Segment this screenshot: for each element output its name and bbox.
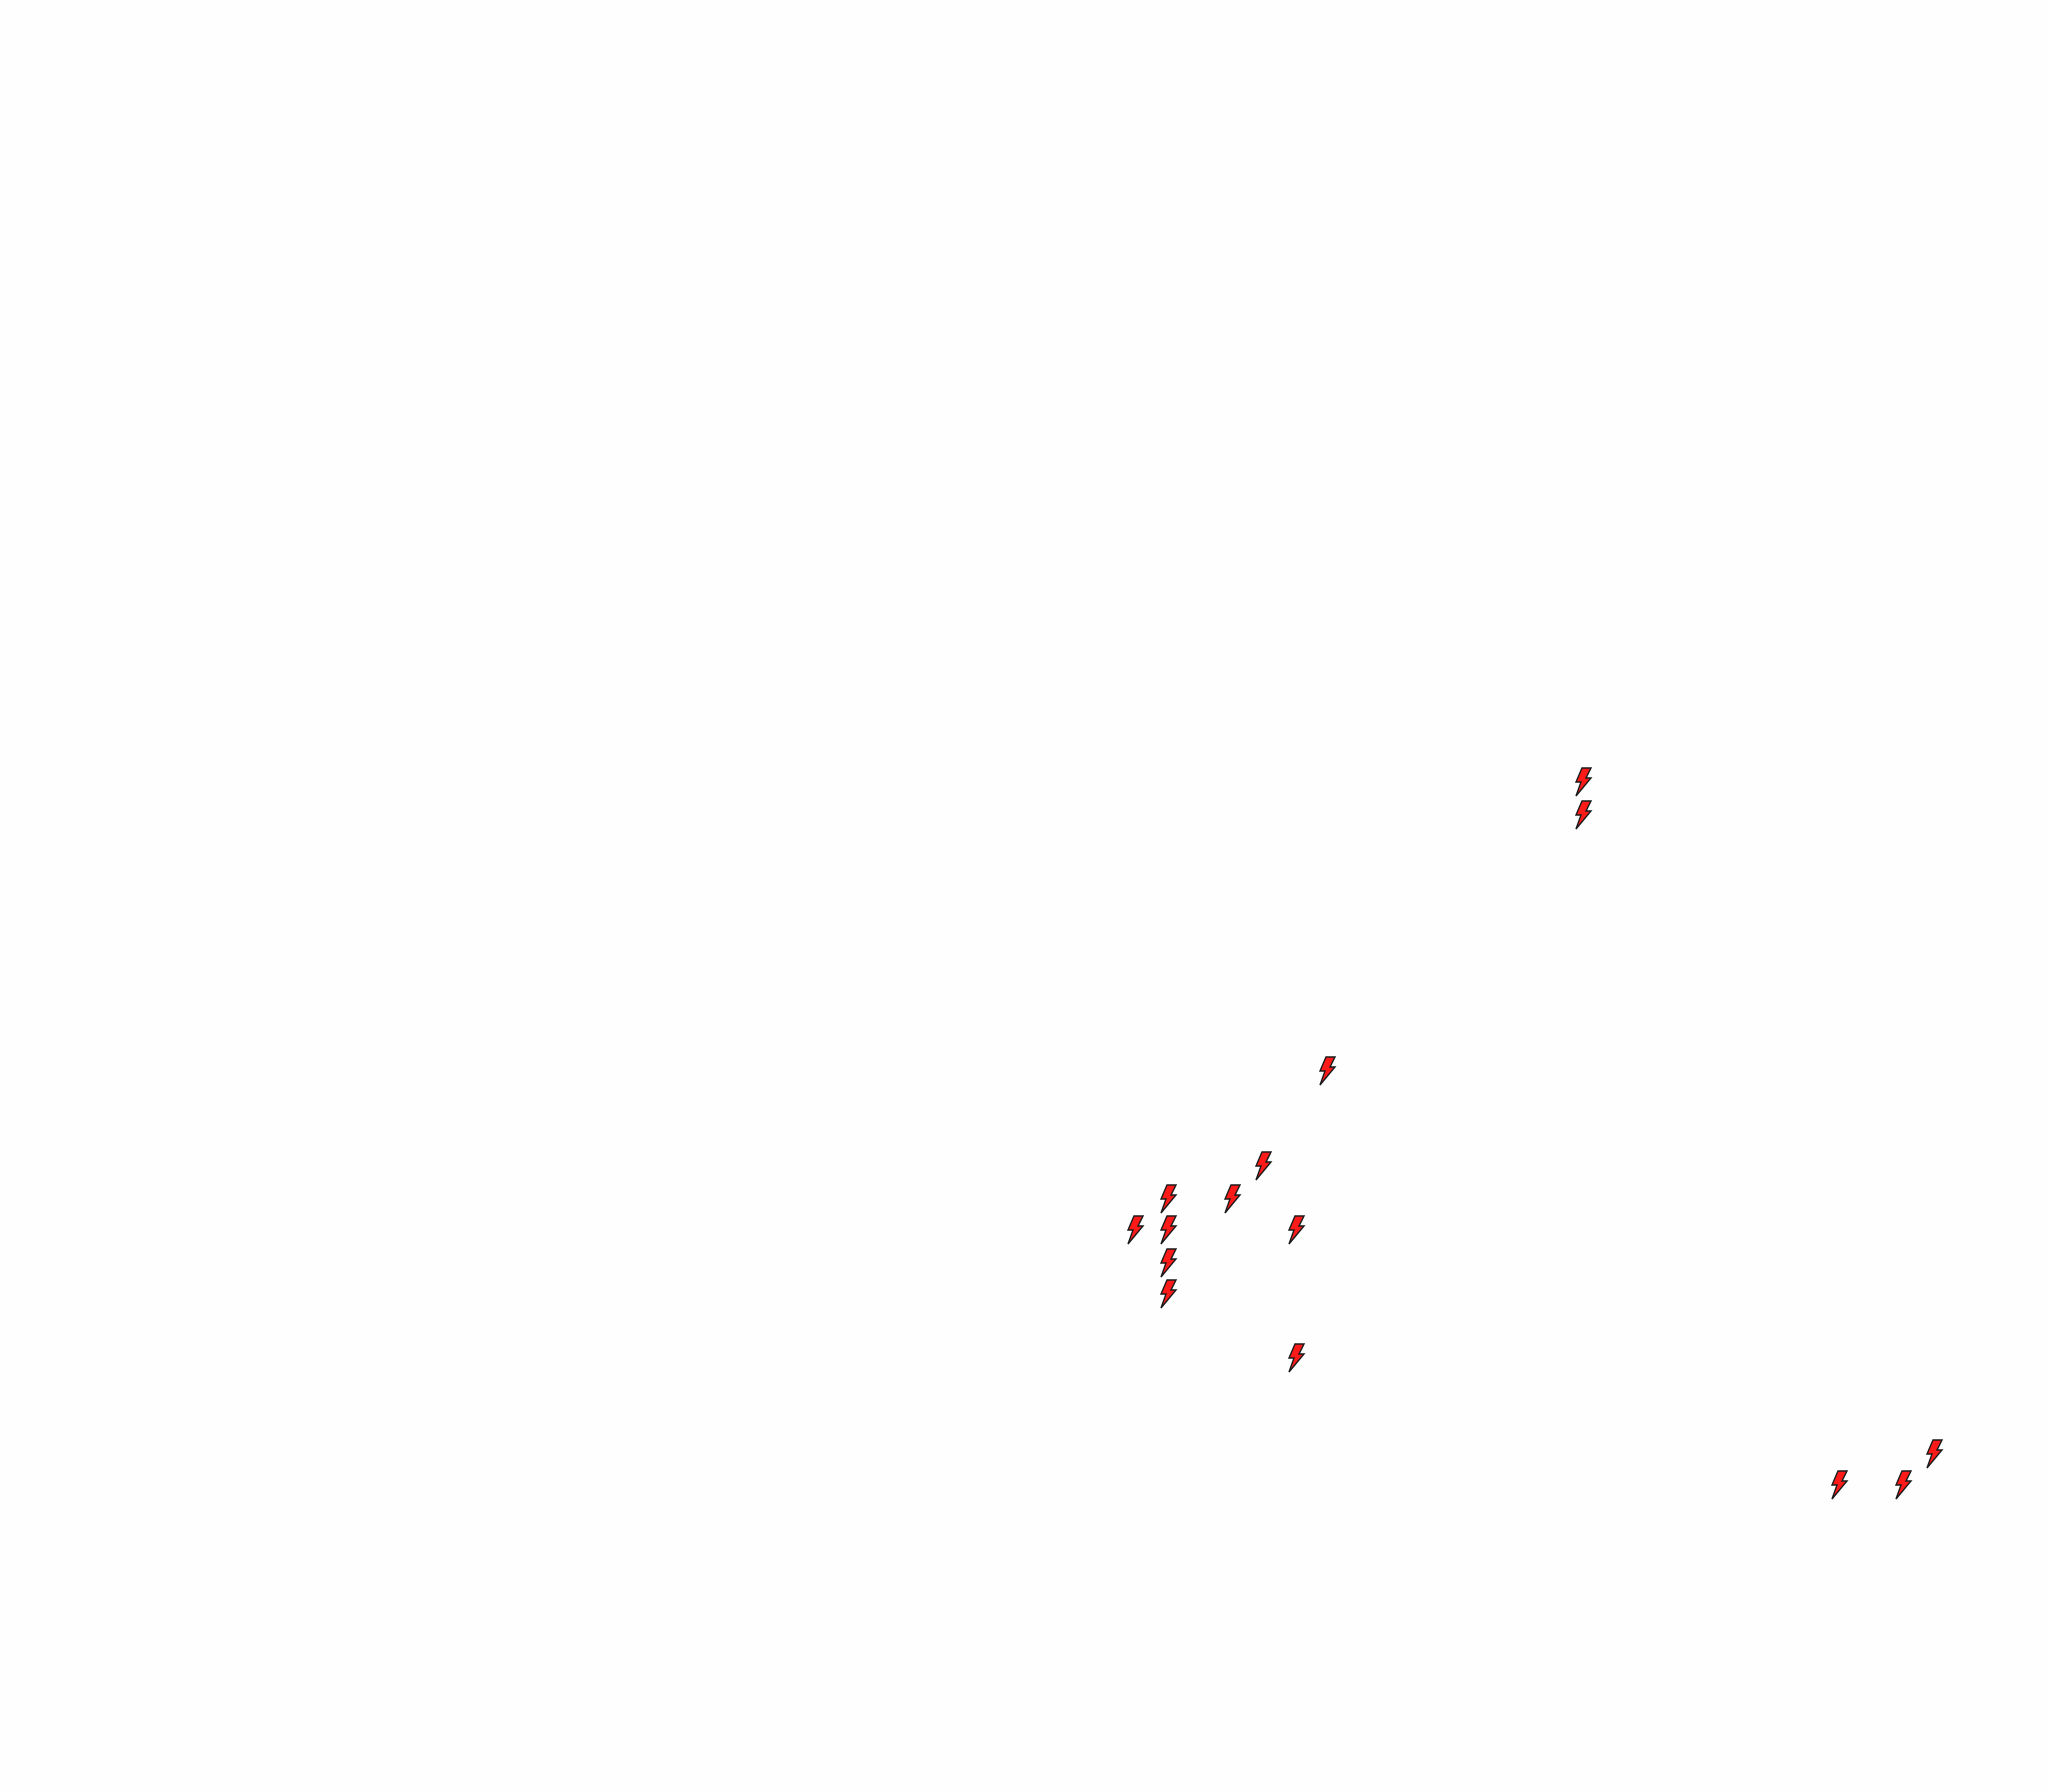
lightning-bolt-icon[interactable] xyxy=(1829,1470,1849,1500)
lightning-bolt-icon[interactable] xyxy=(1286,1215,1306,1245)
lightning-bolt-icon[interactable] xyxy=(1893,1470,1913,1500)
lightning-bolt-icon[interactable] xyxy=(1286,1343,1306,1373)
lightning-bolt-icon[interactable] xyxy=(1158,1279,1178,1309)
lightning-bolt-icon[interactable] xyxy=(1158,1215,1178,1245)
lightning-bolt-icon[interactable] xyxy=(1158,1184,1178,1214)
lightning-bolt-icon[interactable] xyxy=(1317,1056,1337,1086)
lightning-bolt-icon[interactable] xyxy=(1573,767,1593,797)
lightning-bolt-icon[interactable] xyxy=(1125,1215,1145,1245)
lightning-bolt-icon[interactable] xyxy=(1222,1184,1242,1214)
lightning-bolt-icon[interactable] xyxy=(1573,800,1593,830)
lightning-bolt-icon[interactable] xyxy=(1924,1439,1944,1469)
lightning-bolt-icon[interactable] xyxy=(1158,1248,1178,1278)
lightning-bolt-icon[interactable] xyxy=(1253,1151,1273,1181)
